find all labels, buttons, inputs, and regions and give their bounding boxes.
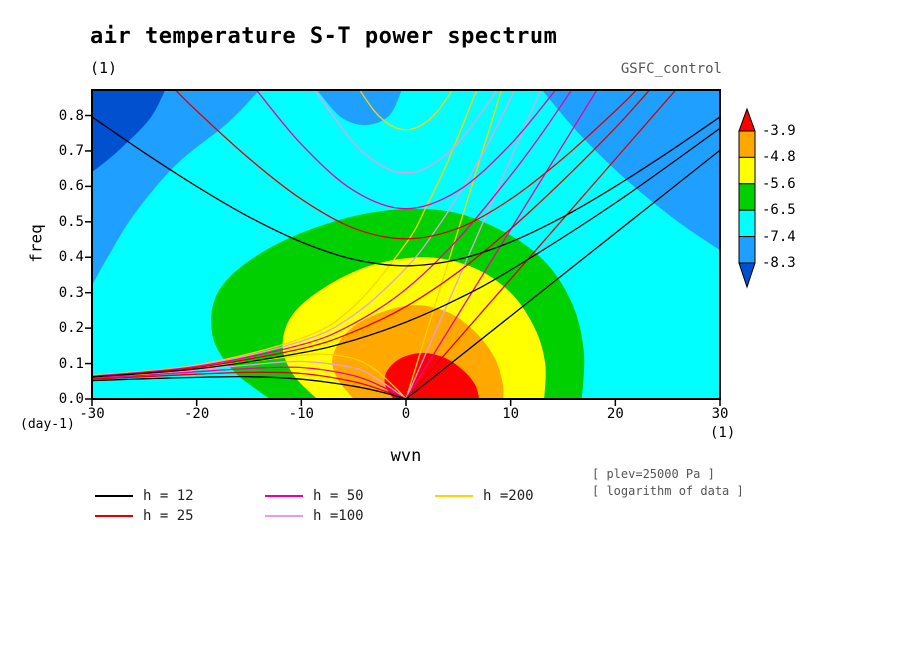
colorbar-label: -4.8 bbox=[762, 149, 796, 166]
colorbar-label: -8.3 bbox=[762, 255, 796, 271]
run-label: GSFC_control bbox=[620, 61, 722, 77]
legend-item: h =100 bbox=[265, 508, 364, 524]
x-tick-label: 30 bbox=[711, 406, 729, 422]
plot-title: air temperature S-T power spectrum bbox=[90, 24, 558, 49]
annotation-plev: [ plev=25000 Pa ] bbox=[592, 467, 715, 481]
legend-label: h = 12 bbox=[143, 488, 194, 504]
x-axis-unit: (1) bbox=[710, 425, 736, 441]
x-tick-label: 20 bbox=[606, 406, 624, 422]
plot-annotations: [ plev=25000 Pa ] [ logarithm of data ] bbox=[592, 466, 744, 500]
y-tick-label: 0.2 bbox=[58, 320, 84, 337]
legend-label: h = 50 bbox=[313, 488, 364, 504]
x-tick-label: -30 bbox=[79, 406, 105, 422]
colorbar-label: -3.9 bbox=[762, 123, 796, 139]
y-tick-label: 0.8 bbox=[58, 107, 84, 124]
y-tick-label: 0.1 bbox=[58, 355, 84, 372]
legend-label: h =100 bbox=[313, 508, 364, 524]
x-tick-label: 0 bbox=[401, 406, 411, 422]
x-tick-label: -20 bbox=[184, 406, 210, 422]
y-axis-unit: (day-1) bbox=[20, 417, 75, 432]
legend-item: h = 12 bbox=[95, 488, 194, 504]
x-axis-label: wvn bbox=[390, 446, 422, 466]
y-tick-label: 0.7 bbox=[58, 142, 84, 159]
y-tick-label: 0.0 bbox=[58, 391, 84, 407]
legend-item: h = 50 bbox=[265, 488, 364, 504]
legend-label: h =200 bbox=[483, 488, 534, 504]
colorbar-label: -5.6 bbox=[762, 175, 796, 192]
legend-line-swatch bbox=[95, 515, 133, 517]
legend-line-swatch bbox=[265, 495, 303, 497]
y-tick-label: 0.3 bbox=[58, 284, 84, 301]
plot-subtitle: (1) bbox=[90, 59, 118, 77]
y-tick-label: 0.6 bbox=[58, 178, 84, 195]
legend-line-swatch bbox=[435, 495, 473, 497]
colorbar-label: -6.5 bbox=[762, 202, 796, 219]
y-tick-label: 0.5 bbox=[58, 213, 84, 230]
legend-line-swatch bbox=[265, 515, 303, 517]
x-tick-label: 10 bbox=[502, 406, 520, 422]
x-tick-label: -10 bbox=[288, 406, 314, 422]
annotation-log: [ logarithm of data ] bbox=[592, 484, 744, 498]
legend-label: h = 25 bbox=[143, 508, 194, 524]
legend-item: h = 25 bbox=[95, 508, 194, 524]
y-tick-label: 0.4 bbox=[58, 249, 84, 266]
legend-item: h =200 bbox=[435, 488, 534, 504]
colorbar-label: -7.4 bbox=[762, 228, 796, 245]
legend-line-swatch bbox=[95, 495, 133, 497]
